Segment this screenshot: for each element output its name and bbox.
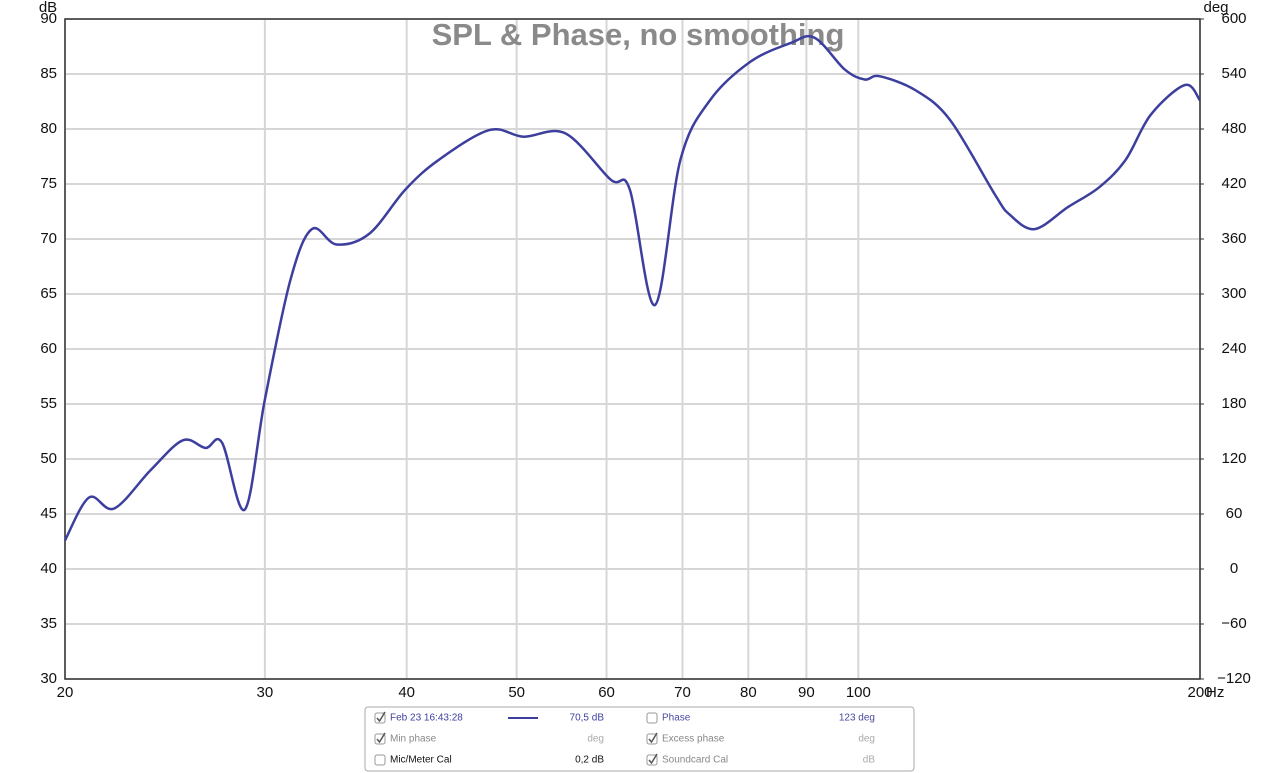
panel-label: Excess phase [662, 734, 725, 745]
y2-tick-label: 240 [1221, 340, 1246, 357]
panel-readout: deg [587, 734, 604, 745]
y-tick-label: 70 [40, 230, 57, 247]
y2-tick-label: 0 [1230, 560, 1238, 577]
spl-line [63, 34, 1202, 542]
x-tick-label: 50 [508, 684, 525, 701]
x-tick-label: 80 [740, 684, 757, 701]
panel-readout: dB [863, 755, 876, 766]
y-unit: dB [39, 0, 57, 16]
x-unit: Hz [1206, 684, 1224, 701]
legend-panel [364, 706, 915, 772]
checkmark [648, 753, 658, 765]
panel-readout: 123 deg [839, 713, 875, 724]
y2-tick-label: 480 [1221, 120, 1246, 137]
y-tick-label: 90 [40, 10, 57, 27]
x-tick-label: 60 [598, 684, 615, 701]
x-tick-label: 90 [798, 684, 815, 701]
chart-title: SPL & Phase, no smoothing [432, 17, 845, 52]
y2-tick-label: −60 [1221, 615, 1246, 632]
y2-tick-label: 420 [1221, 175, 1246, 192]
panel-readout: 0,2 dB [575, 755, 604, 766]
x-tick-label: 30 [257, 684, 274, 701]
checkmark [376, 711, 386, 723]
y2-tick-label: 540 [1221, 65, 1246, 82]
y-tick-label: 50 [40, 450, 57, 467]
checkmark [376, 732, 386, 744]
x-tick-label: 100 [846, 684, 871, 701]
x-tick-label: 70 [674, 684, 691, 701]
panel-label: Phase [662, 713, 691, 724]
y2-tick-label: 360 [1221, 230, 1246, 247]
legend-label: Feb 23 16:43:28 [390, 713, 463, 724]
y-tick-label: 80 [40, 120, 57, 137]
panel-label: Mic/Meter Cal [390, 755, 452, 766]
checkbox [374, 754, 386, 766]
x-tick-label: 200 [1187, 684, 1212, 701]
x-tick-label: 20 [57, 684, 74, 701]
checkmark [648, 732, 658, 744]
panel-label: Soundcard Cal [662, 755, 728, 766]
y-tick-label: 85 [40, 65, 57, 82]
y2-tick-label: 300 [1221, 285, 1246, 302]
x-tick-label: 40 [398, 684, 415, 701]
y2-unit: deg [1203, 0, 1228, 16]
y-tick-label: 35 [40, 615, 57, 632]
y-tick-label: 45 [40, 505, 57, 522]
y2-tick-label: 600 [1221, 10, 1246, 27]
legend-readout: 70,5 dB [570, 713, 605, 724]
y-tick-label: 40 [40, 560, 57, 577]
checkbox [646, 712, 658, 724]
y-tick-label: 55 [40, 395, 57, 412]
y2-tick-label: −120 [1217, 670, 1251, 687]
panel-label: Min phase [390, 734, 437, 745]
y-tick-label: 65 [40, 285, 57, 302]
y-tick-label: 60 [40, 340, 57, 357]
panel-readout: deg [858, 734, 875, 745]
y2-tick-label: 60 [1226, 505, 1243, 522]
y-tick-label: 75 [40, 175, 57, 192]
y2-tick-label: 120 [1221, 450, 1246, 467]
y-tick-label: 30 [40, 670, 57, 687]
y2-tick-label: 180 [1221, 395, 1246, 412]
